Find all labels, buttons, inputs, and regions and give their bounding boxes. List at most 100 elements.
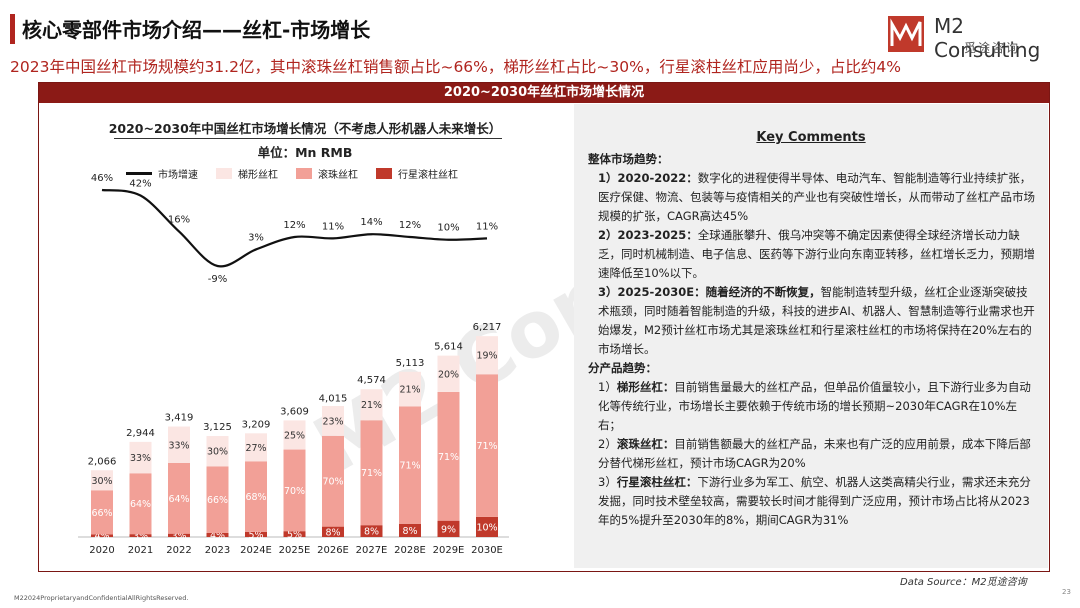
x-tick-label: 2024E: [240, 545, 272, 556]
bar-segment-label: 3%: [133, 531, 148, 542]
comment-item-emphasis: 随着经济的不断恢复，: [705, 285, 821, 299]
bar-segment: [399, 371, 421, 407]
bar-segment-label: 9%: [441, 524, 456, 535]
bar-segment: [168, 426, 190, 463]
legend-item-growth: 市场增速: [126, 166, 198, 181]
comment-item: 1）2020-2022：数字化的进程使得半导体、电动汽车、智能制造等行业持续扩张…: [588, 169, 1038, 226]
legend-label: 梯形丝杠: [238, 169, 278, 181]
bar-segment-label: 71%: [361, 468, 382, 479]
bar-segment: [245, 433, 267, 462]
bar-segment: [129, 534, 152, 537]
growth-label: 42%: [129, 179, 151, 190]
headline-summary: 2023年中国丝杠市场规模约31.2亿，其中滚珠丝杠销售额占比~66%，梯形丝杠…: [10, 58, 901, 76]
comment-item-text: 下游行业多为军工、航空、机器人这类高精尖行业，需求还未充分发掘，同时技术壁垒较高…: [598, 475, 1031, 527]
bar-segment-label: 3%: [171, 531, 186, 542]
bar-segment-label: 4%: [210, 530, 225, 541]
bar-segment: [476, 336, 498, 375]
x-tick-label: 2029E: [433, 545, 465, 556]
chart-panel: 2020~2030年中国丝杠市场增长情况（不考虑人形机器人未来增长） 单位：Mn…: [42, 108, 568, 568]
bar-segment: [91, 470, 113, 491]
logo-name: M2 Consulting: [934, 14, 1041, 62]
bar-segment-label: 8%: [402, 526, 417, 537]
bar-segment: [322, 405, 344, 436]
page-number: 23: [1062, 588, 1071, 596]
bar-total-label: 3,209: [242, 419, 271, 430]
bar-segment: [437, 355, 460, 392]
bar-segment-label: 5%: [248, 530, 263, 541]
bar-segment-label: 27%: [245, 443, 266, 454]
bar-segment: [245, 531, 267, 537]
bar-segment: [360, 525, 383, 537]
logo-subname: 觅途咨询: [964, 41, 1021, 55]
copyright-note: M22024ProprietaryandConfidentialAllRight…: [14, 594, 189, 602]
legend-swatch: [216, 167, 232, 179]
bar-segment-label: 71%: [399, 461, 420, 472]
comment-item-emphasis: 滚珠丝杠：: [616, 437, 675, 451]
comments-body: 整体市场趋势： 1）2020-2022：数字化的进程使得半导体、电动汽车、智能制…: [588, 150, 1038, 530]
growth-label: 16%: [168, 214, 190, 225]
bar-segment-label: 33%: [130, 453, 151, 464]
x-tick-label: 2030E: [471, 545, 503, 556]
bar-segment-label: 21%: [399, 385, 420, 396]
company-logo: M2 Consulting 觅途咨询: [888, 12, 1068, 62]
comment-item-emphasis: 梯形丝杠：: [616, 380, 675, 394]
comment-item: 2）2023-2025：全球通胀攀升、俄乌冲突等不确定因素使得全球经济增长动力缺…: [588, 226, 1038, 283]
bar-segment-label: 8%: [364, 527, 379, 538]
bar-segment-label: 8%: [325, 527, 340, 538]
x-tick-label: 2025E: [279, 545, 311, 556]
bar-segment-label: 70%: [284, 486, 305, 497]
growth-label: 14%: [360, 217, 382, 228]
bar-segment: [476, 516, 498, 537]
chart-title-underline: [114, 138, 502, 139]
bar-total-label: 4,015: [319, 393, 348, 404]
chart-title: 2020~2030年中国丝杠市场增长情况（不考虑人形机器人未来增长）: [108, 121, 502, 136]
legend-item-planetary: 行星滚柱丝杠: [376, 166, 458, 181]
comment-item: 3）2025-2030E：随着经济的不断恢复，智能制造转型升级，丝杠企业逐渐突破…: [588, 283, 1038, 359]
bar-total-label: 6,217: [473, 322, 502, 333]
legend-label: 滚珠丝杠: [318, 169, 358, 181]
legend-item-ball: 滚珠丝杠: [296, 166, 358, 181]
legend-line-swatch: [126, 171, 152, 175]
growth-label: 3%: [248, 232, 264, 243]
bar-segment-label: 66%: [91, 508, 112, 519]
comment-item-emphasis: 行星滚柱丝杠：: [616, 475, 698, 489]
bar-total-label: 5,113: [396, 358, 425, 369]
comment-item-head: 1）: [598, 380, 617, 394]
comment-item-head: 2）2023-2025：: [598, 228, 698, 242]
bar-segment-label: 66%: [207, 495, 228, 506]
growth-label: 12%: [283, 220, 305, 231]
growth-line: [101, 188, 488, 268]
comments-heading: Key Comments: [756, 130, 866, 145]
bar-segment: [437, 520, 460, 537]
x-tick-label: 2026E: [317, 545, 349, 556]
bar-segment: [206, 466, 229, 533]
legend-item-trapezoidal: 梯形丝杠: [216, 166, 278, 181]
bar-total-label: 3,125: [203, 422, 232, 433]
comment-item-head: 2）: [598, 437, 617, 451]
bar-segment-label: 25%: [284, 430, 305, 441]
bar-segment-label: 21%: [361, 400, 382, 411]
bar-total-label: 4,574: [357, 375, 386, 386]
legend-label: 行星滚柱丝杠: [398, 169, 458, 181]
bar-segment-label: 68%: [245, 492, 266, 503]
bar-segment: [129, 441, 152, 474]
comment-item: 2）滚珠丝杠：目前销售额最大的丝杠产品，未来也有广泛的应用前景，成本下降后部分替…: [588, 435, 1038, 473]
bar-segment: [360, 420, 383, 526]
bar-segment-label: 71%: [476, 441, 497, 452]
title-accent-bar: [10, 14, 15, 44]
comment-item-head: 3）2025-2030E：: [598, 285, 706, 299]
legend-swatch: [376, 167, 392, 179]
bar-segment: [168, 462, 190, 534]
bar-segment-label: 5%: [287, 530, 302, 541]
bar-segment-label: 64%: [168, 494, 189, 505]
growth-label: -9%: [208, 274, 227, 285]
market-growth-chart: 4% 66% 30% 2,066 2020 3% 64% 33% 2,944 2021 3% 64% 3…: [78, 173, 509, 556]
bar-segment-label: 30%: [207, 447, 228, 458]
bar-segment-label: 71%: [438, 452, 459, 463]
comment-item-text: 智能制造转型升级，丝杠企业逐渐突破技术瓶颈，同时随着智能制造的升级，科技的进步A…: [598, 285, 1035, 356]
comment-item-head: 3）: [598, 475, 617, 489]
growth-label: 46%: [91, 173, 113, 184]
bar-segment: [437, 391, 460, 521]
overall-trend-title: 整体市场趋势：: [588, 152, 669, 166]
bar-total-label: 2,066: [88, 456, 117, 467]
